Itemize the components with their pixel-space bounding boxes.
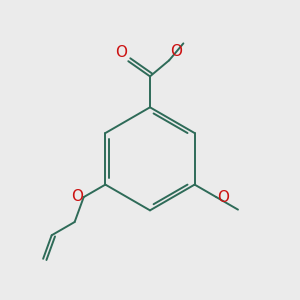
Text: O: O [217,190,229,205]
Text: O: O [71,189,83,204]
Text: O: O [170,44,182,59]
Text: O: O [115,45,127,60]
